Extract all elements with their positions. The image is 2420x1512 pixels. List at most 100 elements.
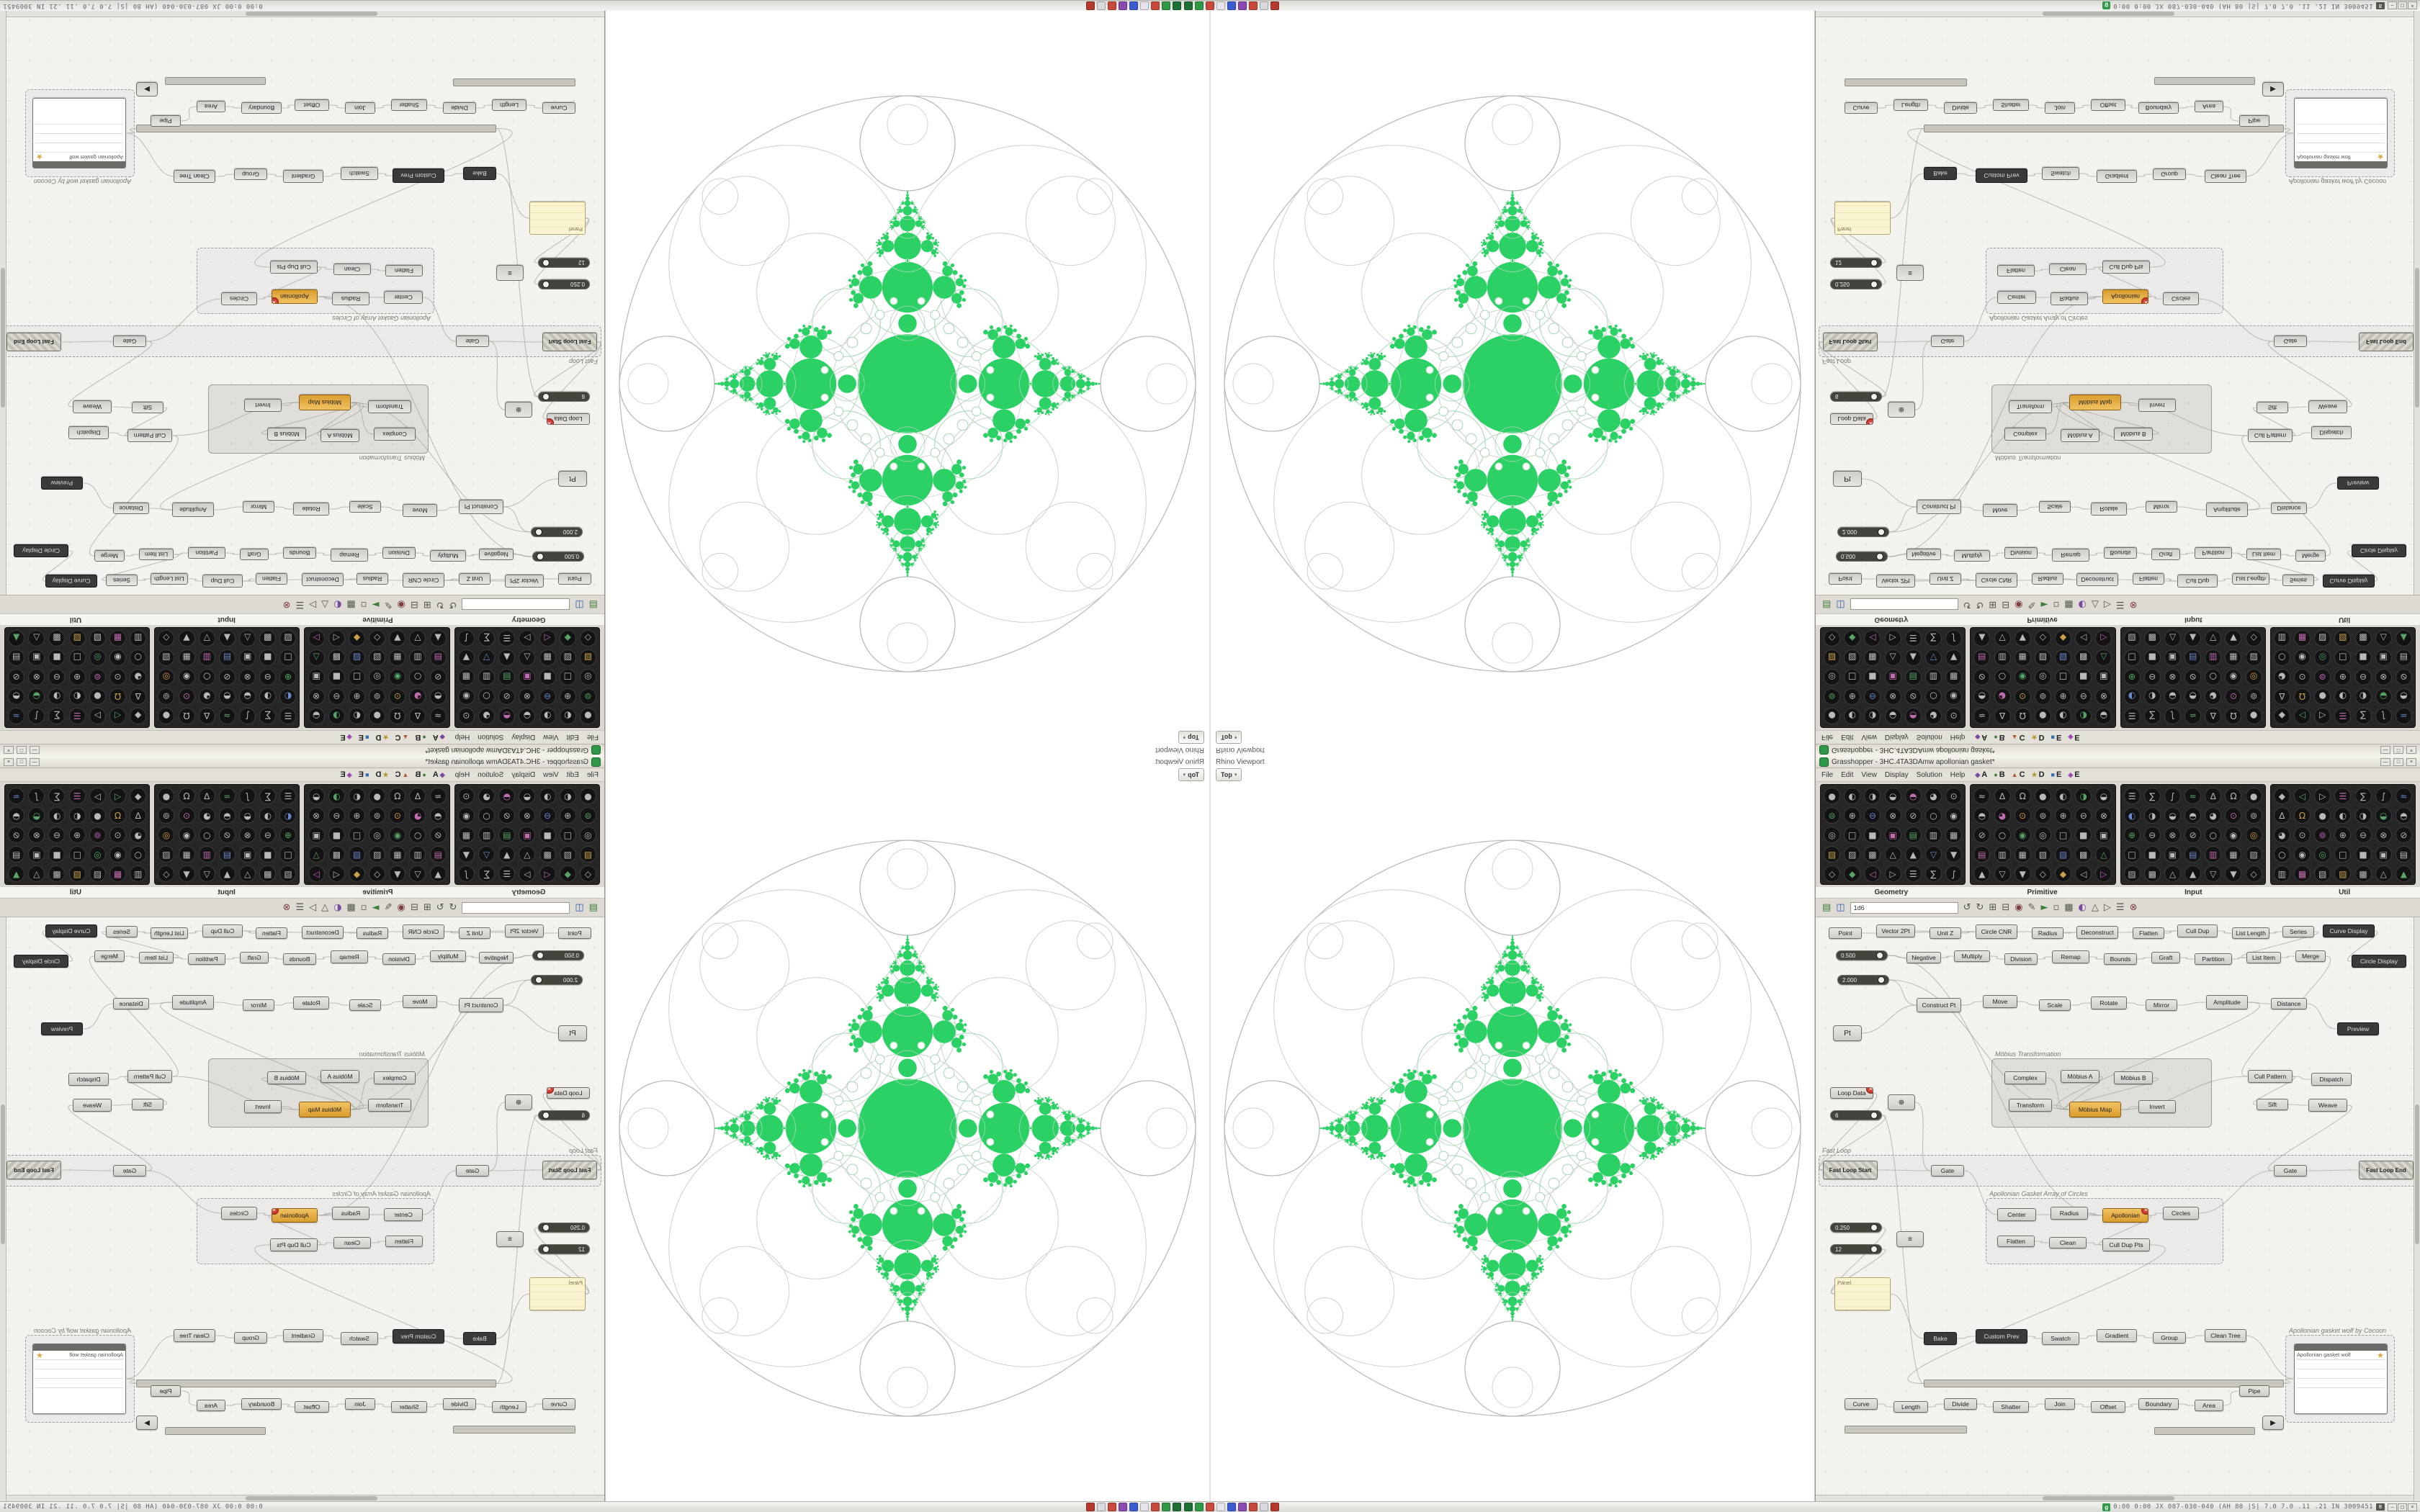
component-icon[interactable]: ◒ [2164,806,2181,824]
canvas-search-input[interactable] [462,598,570,611]
component-icon[interactable]: ⊙ [2225,806,2242,824]
component-icon[interactable]: ▼ [2014,865,2031,882]
gh-node-boundary[interactable]: Boundary [241,1398,282,1410]
gh-node-flatten[interactable]: Flatten [1997,265,2035,276]
palette-label-primitive[interactable]: Primitive [2027,616,2058,624]
component-icon[interactable]: ◐ [68,806,86,824]
component-icon[interactable]: ▩ [2354,630,2372,647]
component-tab-c[interactable]: ▲ C [395,770,408,779]
gh-node-pipe[interactable]: Pipe [2239,115,2269,127]
component-icon[interactable]: Ω [2294,688,2311,706]
gh-node-deconstruct[interactable]: Deconstruct [302,573,344,586]
component-tab-b[interactable]: ● B [1994,770,2004,779]
component-icon[interactable]: ▩ [2075,649,2092,667]
component-icon[interactable]: ⊚ [2034,806,2051,824]
component-icon[interactable]: ◒ [308,787,325,804]
component-icon[interactable]: ▣ [239,649,256,667]
gh-node-12[interactable]: 12 [538,1244,590,1254]
gh-node-series[interactable]: Series [106,926,138,937]
gh-node-clean[interactable]: Clean [2049,1237,2087,1248]
component-icon[interactable]: ⊗ [2095,688,2112,706]
scrollbar-thumb[interactable] [2043,12,2174,16]
component-icon[interactable]: ◁ [328,865,345,882]
component-icon[interactable]: ⊕ [2334,826,2352,843]
gh-node-complex[interactable]: Complex [2004,428,2046,441]
gh-node-sift[interactable]: Sift [2257,1099,2288,1110]
component-icon[interactable]: ⊗ [239,669,256,686]
gh-node-6[interactable]: 6 [1830,392,1882,402]
component-icon[interactable]: ▷ [1884,630,1901,647]
apollonian-gasket-canvas[interactable] [1211,11,1814,756]
gh-node-curve-display[interactable]: Curve Display [45,575,97,588]
component-icon[interactable]: ⊙ [2014,806,2031,824]
component-icon[interactable]: ▽ [1924,845,1942,863]
gh-node-list-item[interactable]: List Item [139,549,174,560]
menu-item-display[interactable]: Display [511,733,536,742]
gh-node-circle-display[interactable]: Circle Display [2352,955,2406,968]
component-icon[interactable]: ▼ [2225,630,2242,647]
palette-label-util[interactable]: Util [69,616,81,624]
gh-node-graft[interactable]: Graft [2151,952,2180,963]
component-icon[interactable]: △ [519,649,536,667]
component-icon[interactable]: ◕ [409,806,426,824]
gh-node-unit-z[interactable]: Unit Z [1930,927,1961,939]
gh-node-0-500[interactable]: 0.500 [1836,950,1888,960]
component-icon[interactable]: ▲ [2184,630,2202,647]
gh-node-apollonian-gasket-wolf[interactable]: Apollonian gasket wolf ★ [32,98,126,168]
gh-node-bar[interactable] [165,1427,266,1435]
component-icon[interactable]: □ [279,845,297,863]
component-icon[interactable]: ◕ [1924,787,1942,804]
component-icon[interactable]: ∑ [259,787,277,804]
component-icon[interactable]: ■ [259,845,277,863]
component-icon[interactable]: ◓ [8,806,25,824]
component-icon[interactable]: ∑ [48,787,66,804]
gh-node-m-bius-map[interactable]: Möbius Map [2069,1102,2121,1117]
component-icon[interactable]: ▧ [2245,845,2262,863]
component-icon[interactable]: ▧ [369,845,386,863]
component-icon[interactable]: ◓ [1904,787,1922,804]
component-icon[interactable]: ◓ [2395,806,2412,824]
component-icon[interactable]: ▣ [519,669,536,686]
gh-node-0-250[interactable]: 0.250 [538,1223,590,1233]
component-icon[interactable]: ▲ [498,649,516,667]
gh-node-length[interactable]: Length [1894,99,1928,111]
component-icon[interactable]: ▩ [2143,630,2161,647]
gh-node-fast-loop-end[interactable]: Fast Loop End [6,333,61,351]
component-icon[interactable]: ∑ [1924,865,1942,882]
gh-node-move[interactable]: Move [1983,995,2017,1008]
component-icon[interactable]: ▤ [2184,845,2202,863]
component-icon[interactable]: ○ [2273,845,2290,863]
gh-node-division[interactable]: Division [382,547,416,559]
canvas-search-input[interactable] [1850,901,1958,914]
gh-node--[interactable]: ▶ [2262,1416,2284,1430]
taskbar-icon[interactable] [1108,1,1116,10]
component-icon[interactable]: ▲ [218,630,236,647]
component-icon[interactable]: ⊘ [429,669,447,686]
palette-label-input[interactable]: Input [2184,616,2202,624]
component-icon[interactable]: ◒ [2375,806,2392,824]
gh-node-apollonian-gasket-wolf[interactable]: Apollonian gasket wolf ★ [2294,1344,2388,1414]
component-icon[interactable]: ≈ [8,787,25,804]
component-icon[interactable]: ∫ [457,630,475,647]
palette-label-util[interactable]: Util [2339,888,2351,896]
grasshopper-title-bar[interactable]: Grasshopper - 3HC.4TA3DAmw apollonian ga… [1816,756,2420,768]
toolbar-icon[interactable]: ► [372,902,380,913]
gh-node-offset[interactable]: Offset [2091,1401,2125,1413]
component-icon[interactable]: ◕ [198,806,215,824]
gh-node--[interactable]: ▶ [136,82,158,96]
component-icon[interactable]: ◉ [457,688,475,706]
gh-node-deconstruct[interactable]: Deconstruct [2076,926,2118,939]
gh-node-graft[interactable]: Graft [240,952,269,963]
component-icon[interactable]: ◓ [8,688,25,706]
toolbar-icon[interactable]: ▫ [360,599,367,610]
taskbar-icon[interactable] [1260,1,1268,10]
component-icon[interactable]: ▤ [8,845,25,863]
component-icon[interactable]: ◆ [1844,630,1861,647]
component-icon[interactable]: Ω [2014,787,2031,804]
gh-node-bar[interactable] [453,78,575,86]
gh-node-clean-tree[interactable]: Clean Tree [2205,170,2246,183]
component-icon[interactable]: □ [348,669,365,686]
gh-node-remap[interactable]: Remap [2052,950,2089,963]
component-icon[interactable]: ∫ [457,865,475,882]
component-icon[interactable]: ◑ [539,708,556,725]
